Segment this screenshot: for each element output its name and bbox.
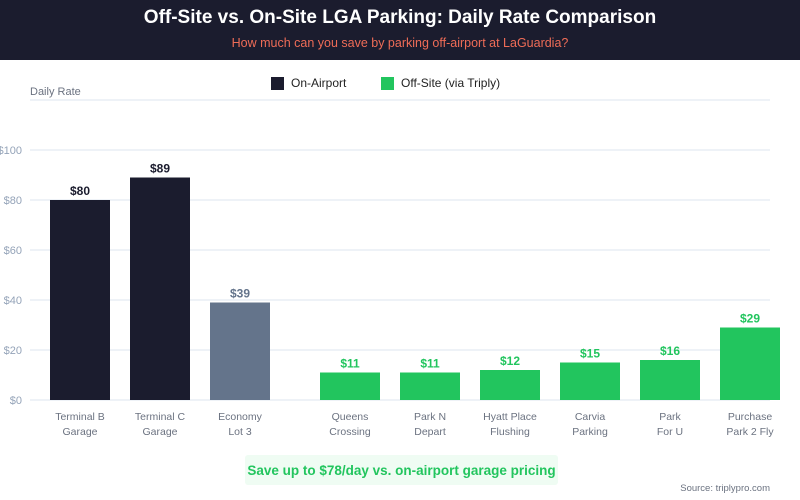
x-tick-label: Flushing [490,426,530,438]
y-tick-label: $80 [4,195,22,207]
legend-swatch-off-site [381,76,394,90]
x-tick-label: Park 2 Fly [726,426,774,438]
legend-swatch-on-airport [271,76,284,90]
y-tick-label: $40 [4,295,22,307]
bar-value-label: $15 [580,347,600,361]
x-tick-label: Park [659,411,681,423]
x-tick-label: Purchase [728,411,773,423]
x-tick-label: Economy [218,411,263,423]
bar [320,372,380,400]
bar [480,370,540,400]
x-tick-label: Garage [142,426,177,438]
x-tick-label: Hyatt Place [483,411,537,423]
y-tick-label: $100 [0,145,22,157]
chart-legend: On-Airport Off-Site (via Triply) [0,76,800,92]
y-tick-label: $60 [4,245,22,257]
x-tick-label: Lot 3 [228,426,252,438]
bar [640,360,700,400]
bar [400,372,460,400]
x-tick-label: Depart [414,426,446,438]
bar-value-label: $39 [230,287,250,301]
legend-label: On-Airport [291,76,347,90]
x-tick-label: Queens [332,411,369,423]
chart-title: Off-Site vs. On-Site LGA Parking: Daily … [143,7,657,28]
y-tick-label: $20 [4,345,22,357]
bar-chart: Daily Rate $0 $20 $40 $60 $80 $100 $80 Terminal … [0,86,780,438]
legend-item-on-airport: On-Airport [271,76,346,90]
bar-value-label: $80 [70,184,90,198]
chart-header: Off-Site vs. On-Site LGA Parking: Daily … [0,0,800,60]
bar-value-label: $89 [150,162,170,176]
bar [560,362,620,400]
bar-value-label: $12 [500,354,520,368]
bar-value-label: $11 [340,357,360,371]
y-axis-label: Daily Rate [30,86,81,98]
chart-subtitle: How much can you save by parking off-air… [231,36,569,50]
bar [210,302,270,400]
x-tick-label: Garage [62,426,97,438]
x-tick-label: Terminal B [55,411,105,423]
bar-value-label: $11 [420,357,440,371]
x-tick-label: Park N [414,411,446,423]
legend-item-off-site: Off-Site (via Triply) [381,76,500,90]
x-tick-label: Parking [572,426,608,438]
bar-value-label: $16 [660,344,680,358]
source-note: Source: triplypro.com [680,483,770,494]
x-tick-label: For U [657,426,683,438]
x-tick-label: Terminal C [135,411,186,423]
x-tick-label: Crossing [329,426,371,438]
x-tick-label: Carvia [575,411,606,423]
bar [50,200,110,400]
legend-label: Off-Site (via Triply) [401,76,501,90]
bar [720,327,780,400]
y-tick-label: $0 [10,395,22,407]
bar-value-label: $29 [740,312,760,326]
bar [130,177,190,400]
savings-callout: Save up to $78/day vs. on-airport garage… [245,455,558,485]
